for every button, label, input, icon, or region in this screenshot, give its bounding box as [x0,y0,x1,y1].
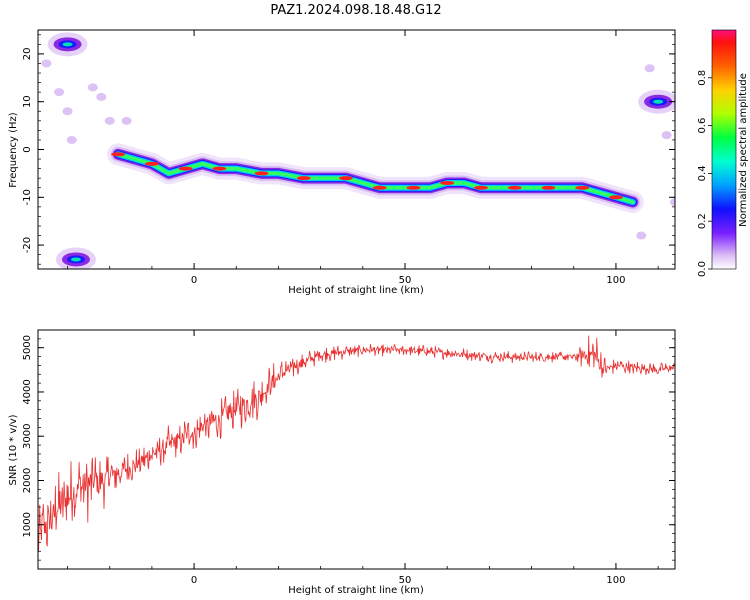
spectrogram-faint-blob [87,83,98,92]
spectrogram-side-center [62,42,73,47]
snr-x-tick-label: 0 [191,575,197,586]
spectrogram-faint-blob [636,231,647,240]
spectrogram-peak [212,166,227,171]
spectrogram-faint-blob [41,59,52,68]
colorbar-tick-label: 0.0 [697,261,708,277]
spectrogram-peak [111,152,126,157]
snr-frame [37,329,676,570]
spectrogram-side-center [653,99,664,104]
snr-y-tick-label: 3000 [22,423,33,448]
colorbar-tick-label: 0.2 [697,213,708,229]
spectrogram-faint-blob [54,88,65,97]
spectrogram-y-tick-label: 0 [22,146,33,152]
spectrogram-y-tick-label: -20 [22,237,33,253]
spectrogram-panel: 0 50 100 -20 -10 0 10 20 Height of straight lin… [8,29,676,296]
spectrogram-faint-blob [62,107,73,116]
spectrogram-x-tick-label: 0 [191,275,197,286]
spectrogram-peak [406,185,421,190]
spectrogram-x-tick-label: 50 [399,275,412,286]
colorbar-label: Normalized spectral amplitude [738,73,749,227]
snr-x-tick-label: 100 [606,575,625,586]
spectrogram-y-label: Frequency (Hz) [8,112,19,188]
spectrogram-peak [338,176,353,181]
snr-x-tick-label: 50 [399,575,412,586]
snr-axis-ticks: 0 50 100 1000 2000 3000 4000 5000 [22,329,675,586]
figure-title: PAZ1.2024.098.18.48.G12 [270,3,441,18]
spectrogram-peak [296,176,311,181]
spectrogram-faint-blob [66,135,77,144]
spectrogram-side-center [70,257,81,262]
spectrogram-peak [440,180,455,185]
snr-y-tick-label: 1000 [22,512,33,537]
spectrogram-peak [575,185,590,190]
spectrogram-faint-blob [104,116,115,125]
spectrogram-x-tick-label: 100 [606,275,625,286]
snr-y-label: SNR (10 * v/v) [8,414,19,485]
colorbar-tick-label: 0.6 [697,118,708,134]
colorbar-gradient [712,30,736,269]
spectrogram-y-tick-label: 20 [22,48,33,61]
colorbar-ticks: 0.0 0.2 0.4 0.6 0.8 [697,70,712,277]
spectrogram-faint-blob [121,116,132,125]
spectrogram-faint-blob [661,131,672,140]
spectrogram-peak [608,195,623,200]
snr-y-tick-label: 2000 [22,468,33,493]
spectrogram-x-label: Height of straight line (km) [288,285,424,296]
spectrogram-y-tick-label: 10 [22,95,33,108]
spectrogram-peak [473,185,488,190]
snr-series-line [38,335,675,552]
spectrogram-peak [372,185,387,190]
spectrogram-peak [144,161,159,166]
snr-y-tick-label: 5000 [22,335,33,360]
spectrogram-peak [507,185,522,190]
spectrogram-y-tick-label: -10 [22,189,33,205]
spectrogram-peak [254,171,269,176]
snr-x-label: Height of straight line (km) [288,585,424,596]
snr-y-tick-label: 4000 [22,379,33,404]
spectrogram-peak [541,185,556,190]
spectrogram-peak [178,166,193,171]
spectrogram-faint-blob [96,92,107,101]
spectrogram-axis-ticks: 0 50 100 -20 -10 0 10 20 [22,30,675,286]
colorbar-tick-label: 0.4 [697,165,708,181]
spectrogram-heatmap [41,32,675,269]
spectrogram-faint-blob [644,64,655,73]
spectrogram-faint-blob [670,198,675,207]
colorbar-tick-label: 0.8 [697,70,708,86]
colorbar-frame [711,29,737,270]
snr-panel: 0 50 100 1000 2000 3000 4000 5000 Height of str… [8,329,676,596]
colorbar: 0.0 0.2 0.4 0.6 0.8 Normalized spectral ampl… [697,29,749,277]
